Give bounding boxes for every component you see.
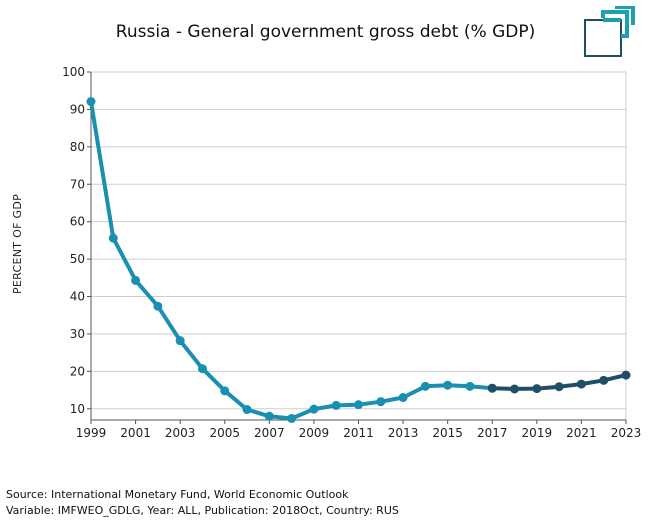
y-tick-label: 70	[70, 177, 85, 191]
x-tick-label: 2023	[611, 426, 642, 440]
x-tick-label: 2015	[432, 426, 463, 440]
source-note: Source: International Monetary Fund, Wor…	[6, 488, 349, 501]
data-point	[197, 364, 207, 374]
y-tick-label: 40	[70, 290, 85, 304]
y-tick-label: 30	[70, 327, 85, 341]
data-point	[108, 233, 118, 243]
x-tick-label: 2001	[120, 426, 151, 440]
data-point	[220, 386, 230, 396]
y-axis-label: PERCENT OF GDP	[11, 194, 24, 294]
data-point	[376, 397, 386, 407]
axes	[90, 72, 626, 421]
x-tick-label: 2017	[477, 426, 508, 440]
x-tick-label: 2011	[343, 426, 374, 440]
y-tick-label: 60	[70, 215, 85, 229]
data-point	[331, 400, 341, 410]
x-tick-label: 2007	[254, 426, 285, 440]
data-point	[510, 384, 520, 394]
x-tick-label: 2013	[388, 426, 419, 440]
x-axis-ticks: 1999 2001 2003 2005 2007 2009 2011 2013 2015 2017…	[76, 420, 642, 440]
y-tick-label: 50	[70, 252, 85, 266]
data-point	[420, 381, 430, 391]
data-point	[621, 370, 631, 380]
x-tick-label: 2003	[165, 426, 196, 440]
chart-title: Russia - General government gross debt (…	[115, 22, 536, 42]
data-point	[576, 379, 586, 389]
data-point	[599, 375, 609, 385]
y-tick-label: 20	[70, 364, 85, 378]
line-chart: 10 20 30 40 50 60 70 80 90 100 1999 2001 2003 2005 20…	[11, 65, 642, 440]
imf-logo-icon	[584, 6, 635, 57]
data-point	[242, 405, 252, 415]
data-point	[131, 275, 141, 285]
data-point	[354, 400, 363, 410]
grid-lines	[91, 71, 627, 420]
data-point	[532, 384, 542, 394]
data-point	[554, 382, 564, 392]
data-point	[153, 301, 163, 311]
data-point	[398, 393, 408, 403]
data-point	[264, 411, 274, 421]
data-point	[86, 97, 96, 107]
y-tick-label: 80	[70, 140, 85, 154]
variable-note: Variable: IMFWEO_GDLG, Year: ALL, Public…	[6, 504, 399, 517]
x-tick-label: 2005	[209, 426, 240, 440]
x-tick-label: 2021	[566, 426, 597, 440]
data-point	[309, 404, 319, 414]
y-tick-label: 90	[70, 102, 85, 116]
x-tick-label: 2009	[299, 426, 330, 440]
chart-footer: Source: International Monetary Fund, Wor…	[6, 487, 399, 519]
x-tick-label: 1999	[76, 426, 107, 440]
y-tick-label: 10	[70, 402, 85, 416]
y-axis-ticks: 10 20 30 40 50 60 70 80 90 100	[62, 65, 91, 416]
x-tick-label: 2019	[522, 426, 553, 440]
series-points	[86, 97, 631, 424]
data-point	[487, 383, 497, 393]
data-point	[175, 336, 185, 346]
data-point	[443, 380, 453, 390]
data-point	[465, 381, 475, 391]
y-tick-label: 100	[62, 65, 85, 79]
data-point	[287, 414, 297, 424]
